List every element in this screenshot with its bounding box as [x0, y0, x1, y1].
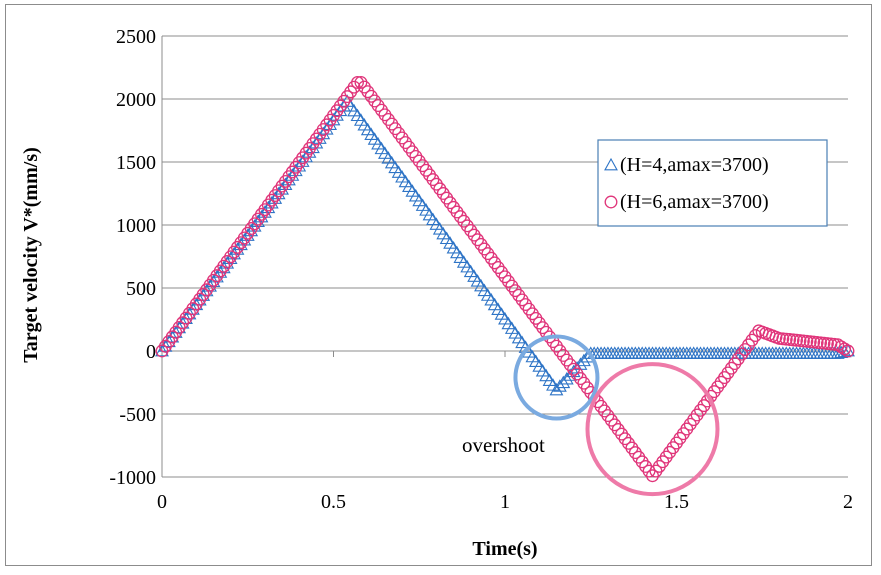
data-point-triangle [566, 364, 581, 378]
legend-marker-circle-icon [604, 195, 618, 209]
data-point-triangle [292, 159, 307, 172]
y-tick-label: -1000 [109, 467, 156, 489]
data-point-triangle [278, 177, 293, 191]
data-point-triangle [552, 379, 567, 392]
x-tick-label: 2 [843, 491, 853, 513]
data-point-triangle [281, 172, 296, 186]
data-point-triangle [570, 361, 584, 374]
x-tick-label: 1 [500, 491, 510, 513]
overshoot-annotation: overshoot [462, 433, 545, 457]
data-point-triangle [556, 375, 571, 389]
data-point-triangle [275, 182, 289, 195]
data-point-triangle [261, 200, 276, 214]
data-point-triangle [155, 343, 169, 357]
data-point-triangle [165, 330, 180, 343]
data-point-triangle [254, 209, 269, 223]
legend-label-h4: (H=4,amax=3700) [620, 154, 769, 176]
y-tick-label: 2500 [116, 26, 156, 48]
highlight-circle [585, 362, 720, 497]
legend: (H=4,amax=3700) (H=6,amax=3700) [597, 139, 828, 227]
grid-lines [162, 35, 848, 478]
data-point-triangle [244, 223, 259, 237]
data-point-triangle [161, 334, 176, 348]
y-tick-label: 1000 [116, 215, 156, 237]
chart-frame [5, 4, 872, 566]
legend-marker-triangle-icon [604, 157, 618, 171]
x-tick-label: 0 [157, 491, 167, 513]
data-point-triangle [247, 219, 262, 232]
series-0 [155, 94, 855, 396]
data-point-triangle [251, 214, 265, 227]
y-tick-label: 2000 [116, 89, 156, 111]
highlight-circle [513, 334, 600, 421]
x-tick-label: 1.5 [664, 491, 689, 513]
legend-label-h6: (H=6,amax=3700) [620, 191, 769, 213]
data-point-triangle [264, 196, 279, 209]
data-point-triangle [288, 163, 303, 177]
x-tick-label: 0.5 [321, 491, 346, 513]
x-axis-title: Time(s) [472, 538, 537, 560]
legend-box [597, 139, 828, 227]
highlight-circles [513, 334, 720, 497]
y-axis-title: Target velocity V*(mm/s) [20, 147, 42, 363]
y-tick-label: 1500 [116, 152, 156, 174]
data-point-circle [838, 342, 852, 356]
data-point-triangle [271, 186, 286, 200]
data-point-triangle [295, 154, 310, 167]
y-tick-label: 0 [146, 341, 156, 363]
data-point-circle [834, 340, 848, 354]
data-point-triangle [559, 371, 574, 385]
legend-triangle [604, 157, 618, 171]
series-1 [155, 75, 855, 483]
data-point-circle [831, 338, 845, 352]
data-point-triangle [268, 191, 283, 204]
axes [161, 36, 849, 477]
data-point-triangle [257, 205, 272, 218]
data-point-circle [841, 344, 855, 358]
legend-circle [604, 195, 618, 209]
y-tick-label: 500 [126, 278, 156, 300]
data-point-circle [351, 76, 364, 89]
y-tick-label: -500 [119, 404, 156, 426]
data-point-triangle [549, 382, 564, 396]
data-point-triangle [285, 168, 300, 181]
data-point-triangle [576, 353, 591, 367]
series-markers [155, 75, 855, 483]
